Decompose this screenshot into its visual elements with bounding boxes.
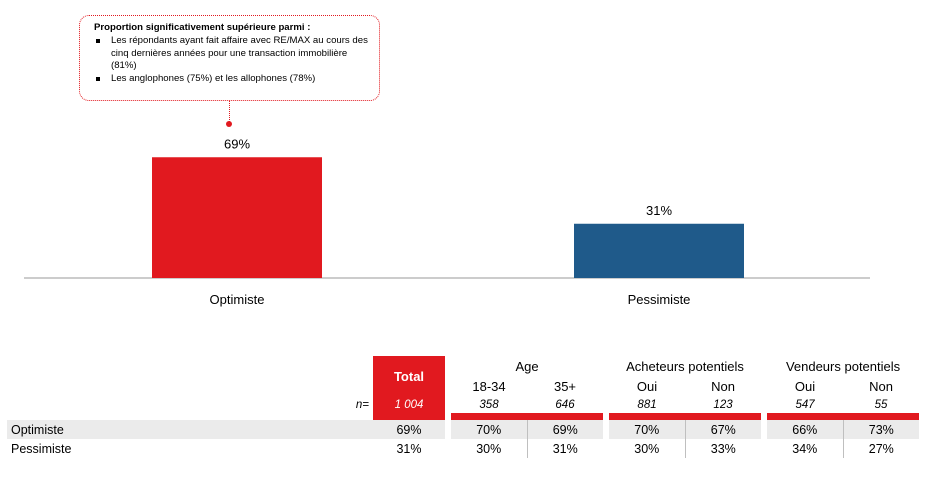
cell: 31% [526,439,604,458]
callout-bullet: Les anglophones (75%) et les allophones … [94,73,371,85]
group-header-acheteurs: Acheteurs potentiels [626,358,744,374]
header-underline [7,413,920,420]
cell: 30% [476,441,502,456]
cell-total: 31% [396,441,422,456]
cell: 67% [684,420,762,439]
significance-callout: Proportion significativement supérieure … [79,15,380,101]
row-label: Pessimiste [11,441,72,456]
table-row: Optimiste 69% 70% 69% 70% 67% 66% 73% [7,420,920,439]
col-header: Oui [794,378,816,394]
cell-total: 69% [373,420,445,439]
row-label: Optimiste [7,420,373,439]
group-header-vendeurs: Vendeurs potentiels [785,358,901,374]
n-value: 547 [795,398,815,411]
n-value: 55 [874,398,888,411]
callout-bullet: Les répondants ayant fait affaire avec R… [94,35,371,72]
cell: 27% [842,439,920,458]
n-value: 646 [555,398,575,411]
category-label: Pessimiste [628,292,691,307]
cell: 69% [526,420,604,439]
cell: 70% [609,420,686,439]
col-header: Non [869,378,893,394]
col-header: Non [711,378,735,394]
breakdown-table: Total Age Acheteurs potentiels Vendeurs … [7,356,920,458]
corner-cell [7,356,373,376]
n-value: 123 [713,398,733,411]
n-label: n= [355,398,369,411]
cell: 30% [634,441,660,456]
cell: 33% [684,439,762,458]
group-header-age: Age [515,358,539,374]
n-value: 358 [479,398,499,411]
cell: 73% [842,420,920,439]
cell: 70% [451,420,527,439]
bar-chart: 69% Optimiste 31% Pessimiste [24,136,870,307]
callout-connector [229,101,230,122]
cell: 66% [767,420,844,439]
data-label: 69% [224,136,250,151]
cell: 34% [792,441,818,456]
bar-pessimiste [574,223,744,278]
n-value: 881 [637,398,657,411]
callout-heading: Proportion significativement supérieure … [94,22,311,33]
n-value-total: 1 004 [373,396,445,413]
col-header: 18-34 [472,378,506,394]
category-label: Optimiste [210,292,265,307]
col-header: Oui [636,378,658,394]
total-header: Total [373,356,445,396]
table-row: Pessimiste 31% 30% 31% 30% 33% 34% 27% [7,439,920,458]
col-header: 35+ [553,378,577,394]
callout-pointer-dot [226,121,232,127]
data-label: 31% [646,203,672,218]
bar-optimiste [152,157,322,278]
callout-list: Les répondants ayant fait affaire avec R… [94,35,371,85]
